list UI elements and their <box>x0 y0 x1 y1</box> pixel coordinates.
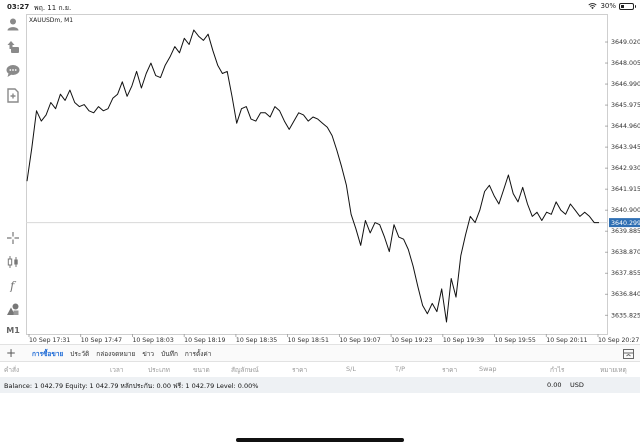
x-tick-label: 10 Sep 18:51 <box>288 337 329 344</box>
y-tick-label: 3648.005 <box>611 60 640 67</box>
x-tick-label: 10 Sep 20:11 <box>546 337 587 344</box>
crosshair-icon[interactable] <box>5 230 21 246</box>
y-tick-label: 3637.855 <box>611 270 640 277</box>
x-tick-label: 10 Sep 19:39 <box>443 337 484 344</box>
price-chart[interactable]: 3649.020 3648.005 3646.990 3645.975 3644.960… <box>26 14 640 344</box>
x-tick-label: 10 Sep 18:03 <box>132 337 173 344</box>
y-tick-label: 3636.840 <box>611 291 640 298</box>
x-tick-label: 10 Sep 18:35 <box>236 337 277 344</box>
indicators-icon[interactable]: f <box>5 277 21 293</box>
chat-icon[interactable] <box>5 63 21 79</box>
trade-tab-bar: + การซื้อขาย ประวัติ กล่องจดหมาย ข่าว บั… <box>0 344 640 362</box>
x-tick-label: 10 Sep 20:27 <box>598 337 639 344</box>
col-tp: T/P <box>395 365 406 373</box>
objects-icon[interactable] <box>5 301 21 317</box>
x-tick-label: 10 Sep 19:23 <box>391 337 432 344</box>
col-order: คำสั่ง <box>4 366 20 374</box>
y-tick-label: 3645.975 <box>611 102 640 109</box>
y-tick-label: 3635.825 <box>611 312 640 319</box>
y-tick-label: 3638.870 <box>611 249 640 256</box>
timeframe-m1[interactable]: M1 <box>6 326 20 335</box>
col-comment: หมายเหตุ <box>600 366 627 374</box>
y-tick-label: 3640.900 <box>611 207 640 214</box>
y-tick-label: 3646.990 <box>611 81 640 88</box>
trade-columns-header: คำสั่ง เวลา ประเภท ขนาด สัญลักษณ์ ราคา S… <box>0 362 640 376</box>
wifi-icon <box>588 3 598 10</box>
col-profit: กำไร <box>550 366 565 374</box>
col-sl: S/L <box>346 365 356 373</box>
trade-icon[interactable] <box>5 39 21 55</box>
col-price: ราคา <box>292 366 308 374</box>
x-tick-label: 10 Sep 18:19 <box>184 337 225 344</box>
home-indicator <box>236 438 404 442</box>
battery-icon <box>619 2 636 10</box>
chart-title: XAUUSDm, M1 <box>29 17 74 24</box>
y-tick-label: 3649.020 <box>611 39 640 46</box>
add-chart-icon[interactable] <box>5 87 21 103</box>
x-tick-label: 10 Sep 17:31 <box>29 337 70 344</box>
tab-history[interactable]: ประวัติ <box>70 350 90 358</box>
new-order-button[interactable]: + <box>6 346 17 360</box>
balance-summary: Balance: 1 042.79 Equity: 1 042.79 หลักป… <box>4 382 259 390</box>
tab-mailbox[interactable]: กล่องจดหมาย <box>96 350 136 358</box>
x-tick-label: 10 Sep 19:55 <box>495 337 536 344</box>
total-profit: 0.00 <box>547 381 562 389</box>
y-tick-label: 3643.945 <box>611 144 640 151</box>
battery-percent: 30% <box>600 2 616 10</box>
left-toolbar: f M1 <box>0 14 26 340</box>
tab-settings[interactable]: การตั้งค่า <box>184 350 212 358</box>
collapse-panel-icon[interactable] <box>623 349 634 359</box>
status-date: พฤ. 11 ก.ย. <box>34 4 72 12</box>
price-line <box>26 29 599 323</box>
col-volume: ขนาด <box>193 366 210 374</box>
current-price-label: 3640.299 <box>611 220 640 227</box>
col-type: ประเภท <box>148 366 170 374</box>
account-icon[interactable] <box>5 16 21 32</box>
x-tick-label: 10 Sep 17:47 <box>81 337 122 344</box>
status-right: 30% <box>588 2 636 10</box>
y-tick-label: 3644.960 <box>611 123 640 130</box>
account-currency: USD <box>570 381 584 389</box>
chart-canvas[interactable]: 3649.020 3648.005 3646.990 3645.975 3644.960… <box>26 14 640 344</box>
col-swap: Swap <box>479 365 497 373</box>
y-tick-label: 3642.930 <box>611 165 640 172</box>
plot-frame <box>26 14 608 335</box>
chart-type-icon[interactable] <box>5 254 21 270</box>
trade-tabs: การซื้อขาย ประวัติ กล่องจดหมาย ข่าว บันท… <box>32 349 211 359</box>
tab-news[interactable]: ข่าว <box>142 350 155 358</box>
status-bar: 03:27 พฤ. 11 ก.ย. 30% <box>0 0 640 14</box>
x-tick-label: 10 Sep 19:07 <box>339 337 380 344</box>
current-price-label-bg <box>609 218 640 228</box>
col-symbol: สัญลักษณ์ <box>231 366 259 374</box>
balance-row: Balance: 1 042.79 Equity: 1 042.79 หลักป… <box>0 377 640 393</box>
status-time: 03:27 <box>7 3 30 11</box>
tab-trade[interactable]: การซื้อขาย <box>32 350 64 358</box>
y-tick-label: 3639.885 <box>611 228 640 235</box>
y-tick-label: 3641.915 <box>611 186 640 193</box>
tab-journal[interactable]: บันทึก <box>161 350 178 358</box>
svg-text:f: f <box>9 279 17 292</box>
col-current-price: ราคา <box>442 366 458 374</box>
col-time: เวลา <box>110 366 124 374</box>
